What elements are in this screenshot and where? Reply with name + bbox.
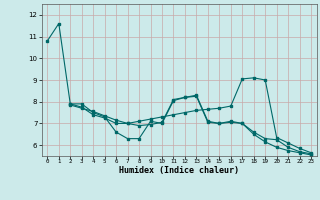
X-axis label: Humidex (Indice chaleur): Humidex (Indice chaleur) (119, 166, 239, 175)
